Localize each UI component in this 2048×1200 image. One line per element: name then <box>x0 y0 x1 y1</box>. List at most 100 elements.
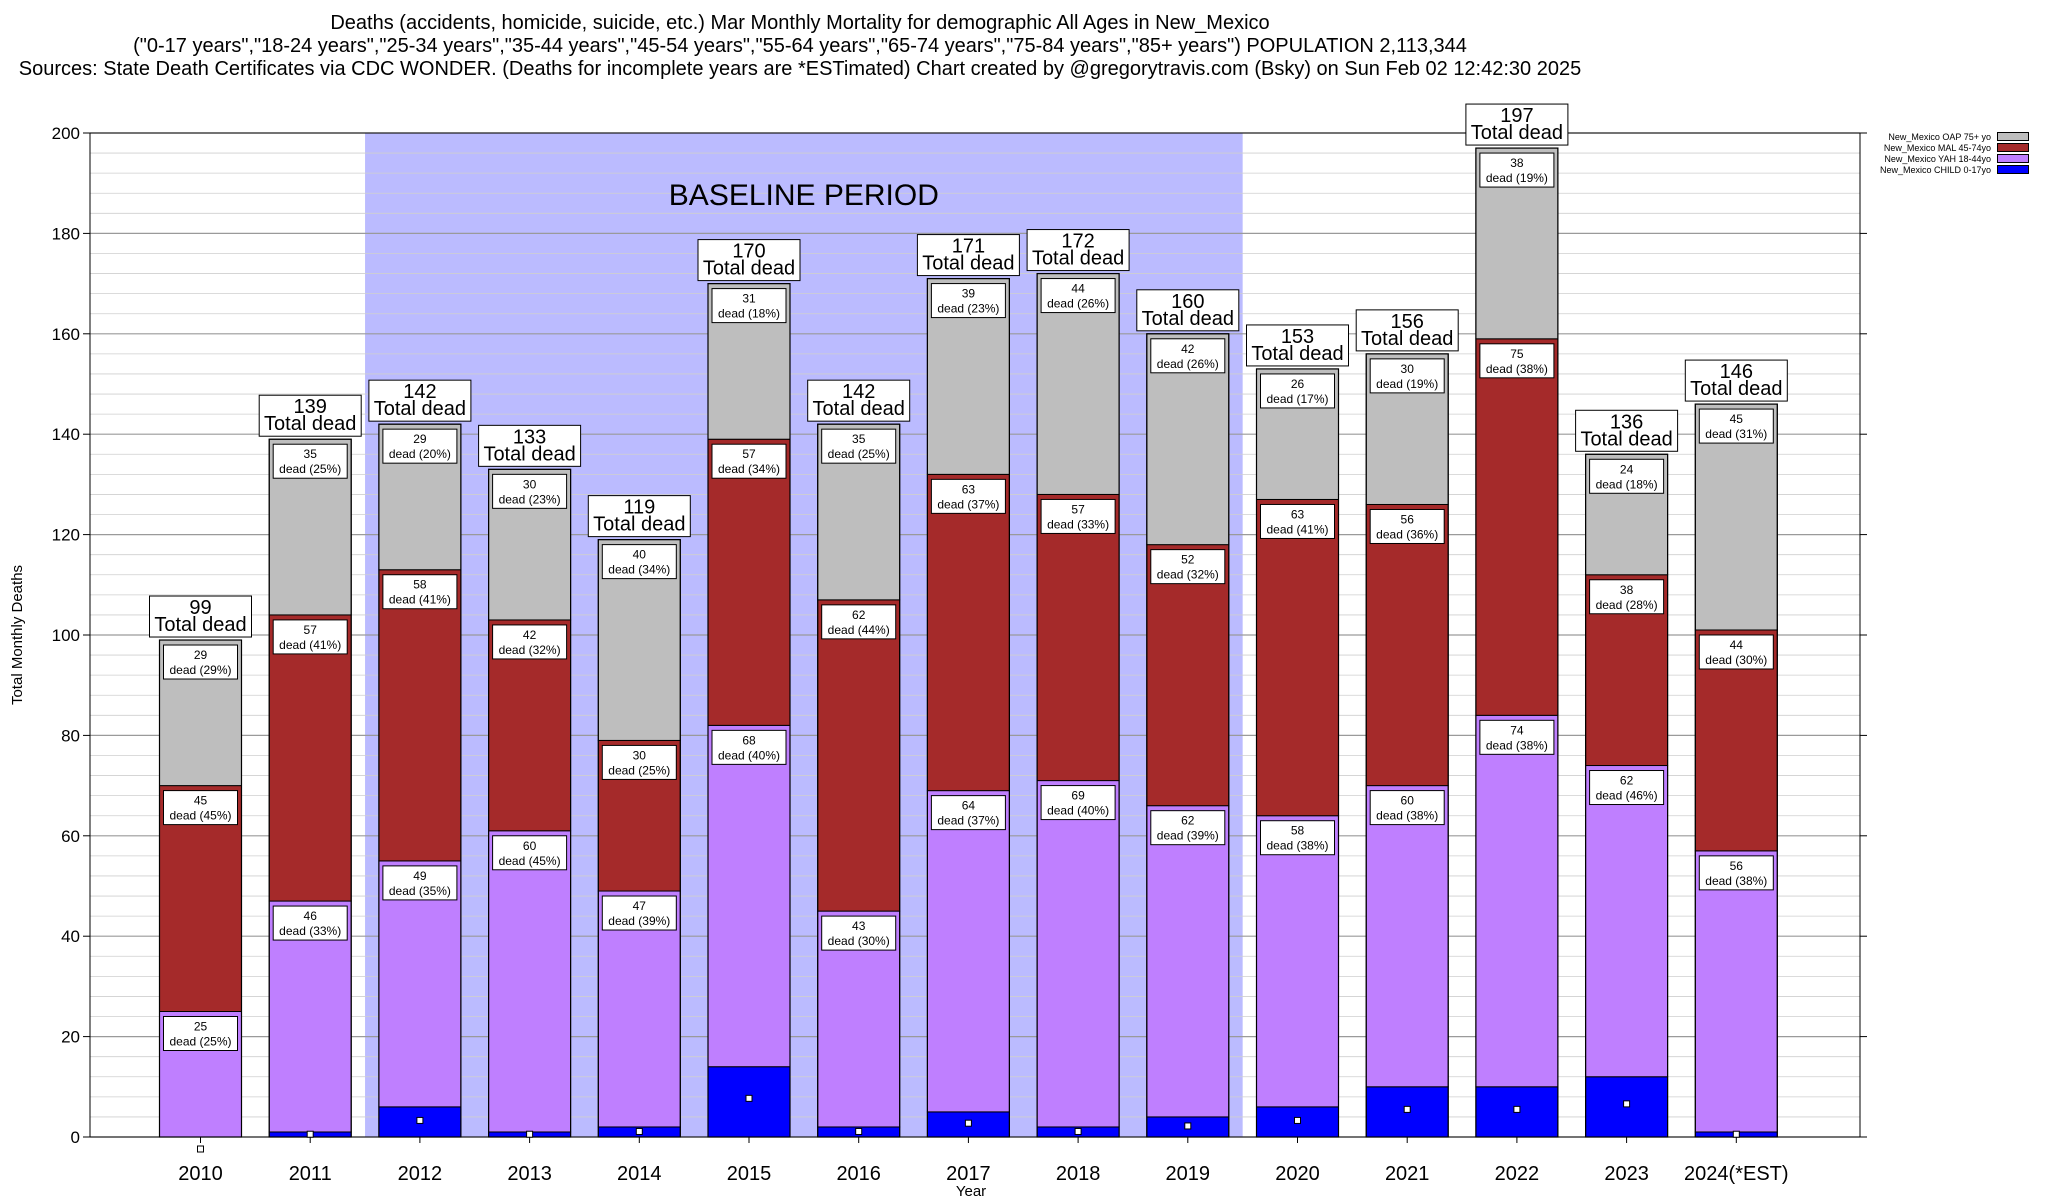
segment-value-label: 63 <box>1291 507 1305 521</box>
segment-value-label: 31 <box>742 292 756 306</box>
segment-pct-label: dead (41%) <box>389 593 451 607</box>
segment-value-label: 25 <box>194 1020 208 1034</box>
total-text-label: Total dead <box>813 398 905 420</box>
segment-pct-label: dead (31%) <box>1705 427 1767 441</box>
total-text-label: Total dead <box>703 258 795 280</box>
x-tick-label: 2016 <box>836 1163 881 1185</box>
chart-subtitle: ("0-17 years","18-24 years","25-34 years… <box>133 35 1467 57</box>
segment-label-box <box>1479 719 1555 755</box>
total-label-box <box>587 495 691 538</box>
bar-segment-mal <box>378 569 462 862</box>
segment-pct-label: dead (41%) <box>1266 522 1328 536</box>
bar-segment-child <box>707 1066 791 1138</box>
segment-value-label: 56 <box>1401 512 1415 526</box>
bar-segment-yah <box>1256 815 1339 1108</box>
total-text-label: Total dead <box>483 443 575 465</box>
segment-pct-label: dead (28%) <box>1596 598 1658 612</box>
total-value-label: 119 <box>623 497 655 519</box>
x-tick-label: 2013 <box>507 1163 552 1185</box>
total-value-label: 146 <box>1720 361 1753 383</box>
y-tick-label: 160 <box>52 325 80 344</box>
segment-value-label: 69 <box>1071 789 1085 803</box>
chart-legend: New_Mexico OAP 75+ yo New_Mexico MAL 45-7… <box>1880 131 2030 175</box>
segment-pct-label: dead (19%) <box>1486 171 1548 185</box>
segment-label-box <box>930 283 1006 319</box>
segment-pct-label: dead (38%) <box>1486 738 1548 752</box>
segment-value-label: 62 <box>1181 814 1195 828</box>
segment-pct-label: dead (23%) <box>499 492 561 506</box>
x-tick-label: 2015 <box>727 1163 772 1185</box>
bar-segment-yah <box>1036 780 1120 1128</box>
legend-entry-child: New_Mexico CHILD 0-17yo <box>1880 164 2030 175</box>
segment-label-box <box>163 1016 238 1051</box>
total-text-label: Total dead <box>1690 378 1782 400</box>
total-label-box <box>1355 309 1459 352</box>
bar-segment-mal <box>926 473 1010 792</box>
x-tick-label: 2023 <box>1604 1163 1649 1185</box>
segment-label-box <box>1040 498 1116 534</box>
segment-pct-label: dead (18%) <box>1596 477 1658 491</box>
segment-value-label: 45 <box>194 794 208 808</box>
segment-label-box <box>1479 343 1555 379</box>
segment-value-label: 60 <box>523 839 537 853</box>
segment-pct-label: dead (25%) <box>279 462 341 476</box>
segment-value-label: 58 <box>413 578 427 592</box>
segment-label-box <box>163 790 238 826</box>
child-value-marker <box>1732 1130 1740 1138</box>
segment-value-label: 40 <box>633 548 647 562</box>
total-text-label: Total dead <box>154 614 246 636</box>
x-tick-label: 2010 <box>178 1163 223 1185</box>
segment-pct-label: dead (25%) <box>828 447 890 461</box>
segment-value-label: 24 <box>1620 462 1634 476</box>
child-value-marker <box>635 1127 643 1135</box>
legend-label: New_Mexico CHILD 0-17yo <box>1880 164 1992 175</box>
segment-label-box <box>1698 855 1774 891</box>
chart-source-line: Sources: State Death Certificates via CD… <box>18 58 1582 80</box>
segment-label-box <box>1150 338 1226 374</box>
segment-value-label: 46 <box>304 909 318 923</box>
y-tick-label: 120 <box>52 526 80 545</box>
x-tick-label: 2019 <box>1166 1163 1211 1185</box>
segment-label-box <box>1040 785 1116 821</box>
child-value-marker <box>416 1116 424 1124</box>
segment-value-label: 29 <box>194 648 208 662</box>
segment-label-box <box>272 619 348 655</box>
total-text-label: Total dead <box>1142 308 1234 330</box>
total-value-label: 142 <box>842 381 875 403</box>
segment-pct-label: dead (37%) <box>937 497 999 511</box>
segment-label-box <box>711 443 787 479</box>
segment-pct-label: dead (20%) <box>389 447 451 461</box>
segment-value-label: 68 <box>742 733 756 747</box>
bar-segment-mal <box>1365 503 1449 787</box>
segment-label-box <box>1479 152 1555 188</box>
segment-label-box <box>601 744 677 780</box>
segment-pct-label: dead (30%) <box>1705 653 1767 667</box>
segment-value-label: 63 <box>962 482 976 496</box>
total-label-box <box>478 424 582 467</box>
baseline-period-label: BASELINE PERIOD <box>669 179 939 212</box>
total-value-label: 99 <box>189 597 211 619</box>
bar-segment-yah <box>926 790 1010 1113</box>
total-label-box <box>1684 359 1788 402</box>
segment-label-box <box>492 835 568 871</box>
total-text-label: Total dead <box>1251 343 1343 365</box>
segment-label-box <box>1260 820 1335 856</box>
segment-label-box <box>1260 373 1335 409</box>
segment-value-label: 30 <box>633 748 647 762</box>
segment-value-label: 39 <box>962 287 976 301</box>
bar-segment-yah <box>1475 714 1559 1088</box>
segment-value-label: 74 <box>1510 723 1524 737</box>
total-text-label: Total dead <box>264 413 356 435</box>
total-label-box <box>807 379 911 422</box>
x-tick-label: 2020 <box>1275 1163 1320 1185</box>
segment-pct-label: dead (32%) <box>1157 568 1219 582</box>
segment-label-box <box>272 443 348 479</box>
segment-pct-label: dead (19%) <box>1376 377 1438 391</box>
segment-label-box <box>930 478 1006 514</box>
segment-pct-label: dead (44%) <box>828 623 890 637</box>
total-text-label: Total dead <box>1032 248 1124 270</box>
chart-title: Deaths (accidents, homicide, suicide, et… <box>330 12 1270 34</box>
segment-value-label: 42 <box>523 628 537 642</box>
segment-pct-label: dead (26%) <box>1157 357 1219 371</box>
